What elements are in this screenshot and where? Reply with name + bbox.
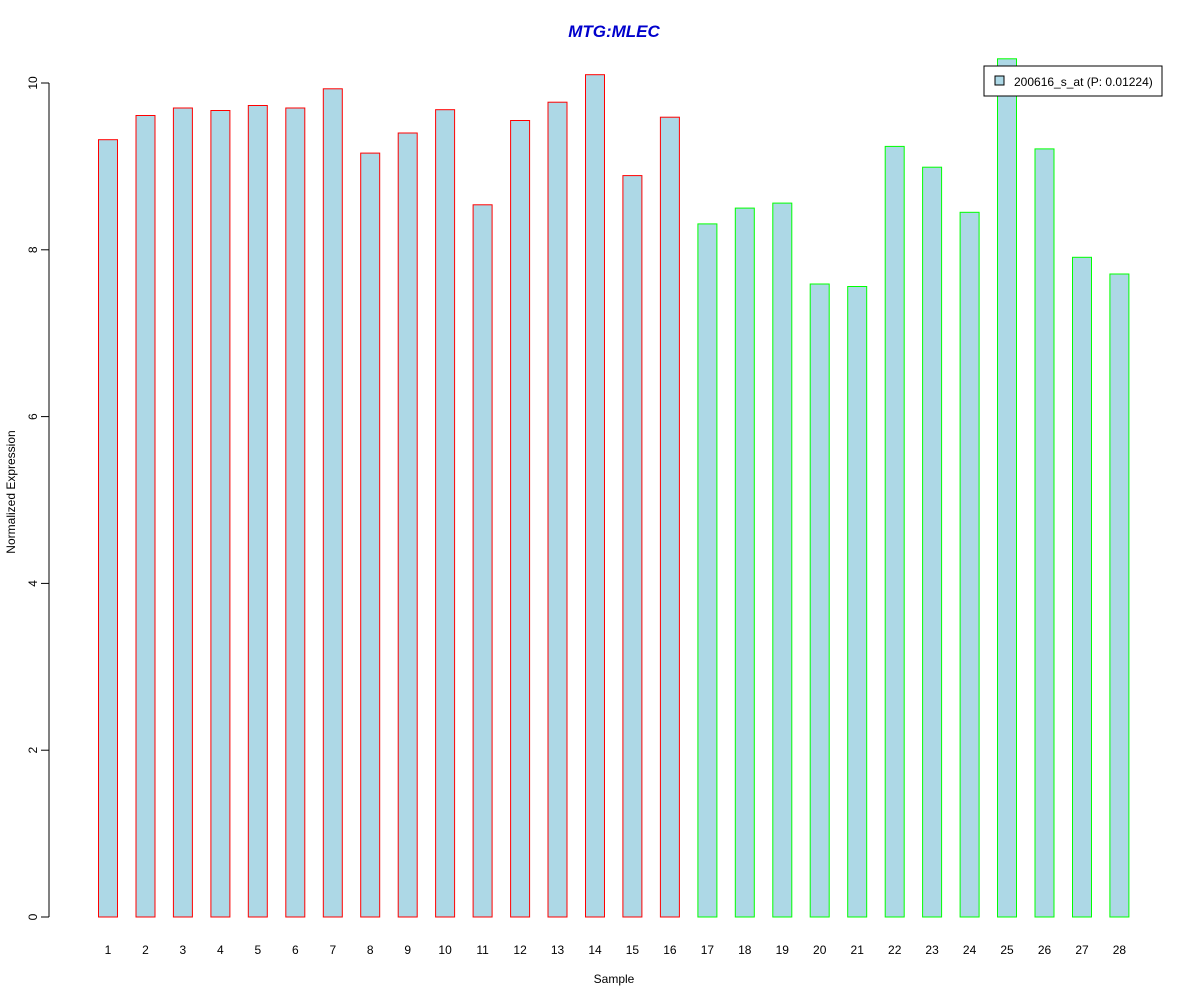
bar (360, 152, 381, 918)
bar (697, 223, 718, 918)
bar (585, 74, 605, 918)
x-tick-label: 19 (776, 943, 790, 957)
x-tick-label: 10 (438, 943, 452, 957)
x-tick-label: 15 (626, 943, 640, 957)
x-tick-label: 27 (1075, 943, 1089, 957)
x-tick-label: 25 (1000, 943, 1014, 957)
x-tick-label: 4 (217, 943, 224, 957)
bar (285, 107, 306, 918)
y-axis-label: Normalized Expression (4, 430, 18, 553)
x-tick-label: 17 (701, 943, 715, 957)
bar (959, 211, 980, 918)
y-tick-label: 6 (26, 413, 40, 420)
bar (472, 204, 493, 918)
x-tick-labels: 1 2 3 4 5 6 7 8 9 10 11 12 13 14 15 16 17 18 19 20 21 22 23 24 2… (105, 943, 1127, 957)
bar (397, 132, 418, 918)
bar (135, 115, 156, 918)
x-tick-label: 14 (588, 943, 602, 957)
bar (622, 175, 643, 918)
bar (734, 207, 755, 918)
bar (847, 286, 868, 918)
x-tick-label: 21 (851, 943, 865, 957)
x-tick-label: 1 (105, 943, 112, 957)
x-tick-label: 6 (292, 943, 299, 957)
bar (247, 105, 268, 918)
x-tick-label: 20 (813, 943, 827, 957)
bar (997, 58, 1017, 918)
x-tick-label: 11 (476, 943, 489, 957)
x-tick-label: 2 (142, 943, 149, 957)
bar (1109, 273, 1130, 918)
x-tick-label: 16 (663, 943, 677, 957)
chart-title: MTG:MLEC (568, 22, 660, 41)
x-tick-label: 18 (738, 943, 752, 957)
x-tick-label: 24 (963, 943, 977, 957)
x-tick-label: 28 (1113, 943, 1127, 957)
y-tick-label: 4 (26, 580, 40, 587)
bar (809, 283, 830, 918)
y-tick-label: 0 (26, 913, 40, 920)
bar (210, 110, 231, 918)
x-tick-label: 23 (925, 943, 939, 957)
x-tick-label: 8 (367, 943, 374, 957)
y-tick-label: 2 (26, 747, 40, 754)
bar (322, 88, 343, 918)
x-axis-label: Sample (594, 972, 635, 986)
bar (98, 139, 118, 918)
bar (1034, 148, 1055, 918)
bar (1072, 256, 1092, 918)
bar (922, 166, 943, 918)
x-tick-label: 13 (551, 943, 565, 957)
bar (659, 116, 680, 918)
legend-swatch (994, 75, 1005, 86)
x-tick-label: 5 (254, 943, 261, 957)
bar (884, 145, 905, 918)
y-axis: 0 2 4 6 8 10 (26, 76, 50, 920)
bar (435, 109, 456, 918)
x-tick-label: 12 (513, 943, 527, 957)
legend-label: 200616_s_at (P: 0.01224) (1014, 75, 1153, 89)
y-tick-label: 8 (26, 246, 40, 253)
legend-box (983, 65, 1163, 97)
x-tick-label: 7 (329, 943, 336, 957)
bar (547, 101, 568, 918)
bar (772, 202, 793, 918)
bars (98, 58, 1130, 918)
bar (510, 120, 531, 918)
y-tick-label: 10 (26, 76, 40, 90)
bar (172, 107, 193, 918)
x-tick-label: 3 (180, 943, 187, 957)
legend: 200616_s_at (P: 0.01224) (983, 65, 1163, 97)
x-tick-label: 22 (888, 943, 902, 957)
x-tick-label: 26 (1038, 943, 1052, 957)
x-tick-label: 9 (404, 943, 411, 957)
